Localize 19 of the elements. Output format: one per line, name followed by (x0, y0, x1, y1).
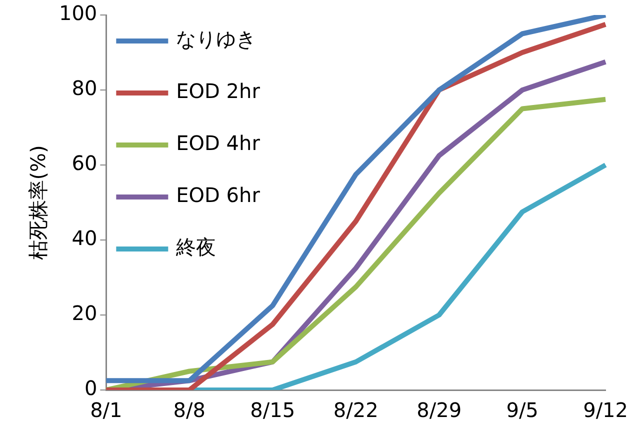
y-tick-label: 40 (72, 226, 98, 250)
legend-label: EOD 2hr (176, 79, 261, 104)
x-tick-label: 8/29 (416, 398, 462, 422)
legend-label: なりゆき (176, 27, 256, 52)
legend-label: 終夜 (175, 235, 216, 260)
x-tick-label: 8/8 (173, 398, 206, 422)
legend-label: EOD 6hr (176, 183, 261, 208)
x-tick-label: 8/22 (333, 398, 378, 422)
x-tick-label: 9/5 (506, 398, 538, 422)
x-tick-label: 9/12 (583, 398, 628, 422)
y-axis-title: 枯死株率(%) (26, 145, 50, 260)
legend-label: EOD 4hr (176, 131, 261, 156)
y-tick-label: 60 (72, 151, 98, 176)
y-tick-label: 80 (72, 76, 98, 100)
x-tick-label: 8/15 (250, 398, 296, 422)
y-tick-label: 100 (58, 1, 98, 26)
y-tick-label: 20 (72, 301, 98, 326)
x-tick-label: 8/1 (90, 398, 122, 422)
y-tick-label: 0 (84, 376, 98, 400)
